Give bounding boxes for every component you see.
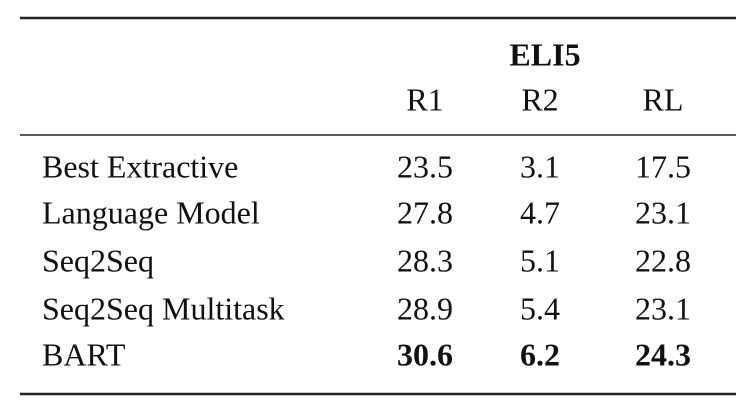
cell-value: 17.5: [635, 148, 691, 184]
column-header: RL: [643, 81, 684, 117]
row-label: Seq2Seq Multitask: [42, 290, 285, 326]
cell-value: 23.5: [397, 148, 453, 184]
cell-value: 28.9: [397, 290, 453, 326]
cell-value: 28.3: [397, 242, 453, 278]
row-label: Seq2Seq: [42, 242, 154, 278]
cell-value: 22.8: [635, 242, 691, 278]
row-label: Language Model: [42, 194, 260, 230]
cell-value: 23.1: [635, 194, 691, 230]
cell-value: 3.1: [520, 148, 560, 184]
cell-value: 6.2: [520, 336, 560, 372]
column-header: R1: [406, 81, 443, 117]
cell-value: 30.6: [397, 336, 453, 372]
cell-value: 23.1: [635, 290, 691, 326]
cell-value: 5.1: [520, 242, 560, 278]
cell-value: 4.7: [520, 194, 560, 230]
cell-value: 5.4: [520, 290, 560, 326]
cell-value: 24.3: [635, 336, 691, 372]
cell-value: 27.8: [397, 194, 453, 230]
column-header: R2: [521, 81, 558, 117]
group-header: ELI5: [509, 36, 580, 72]
row-label: BART: [42, 336, 126, 372]
row-label: Best Extractive: [42, 148, 238, 184]
